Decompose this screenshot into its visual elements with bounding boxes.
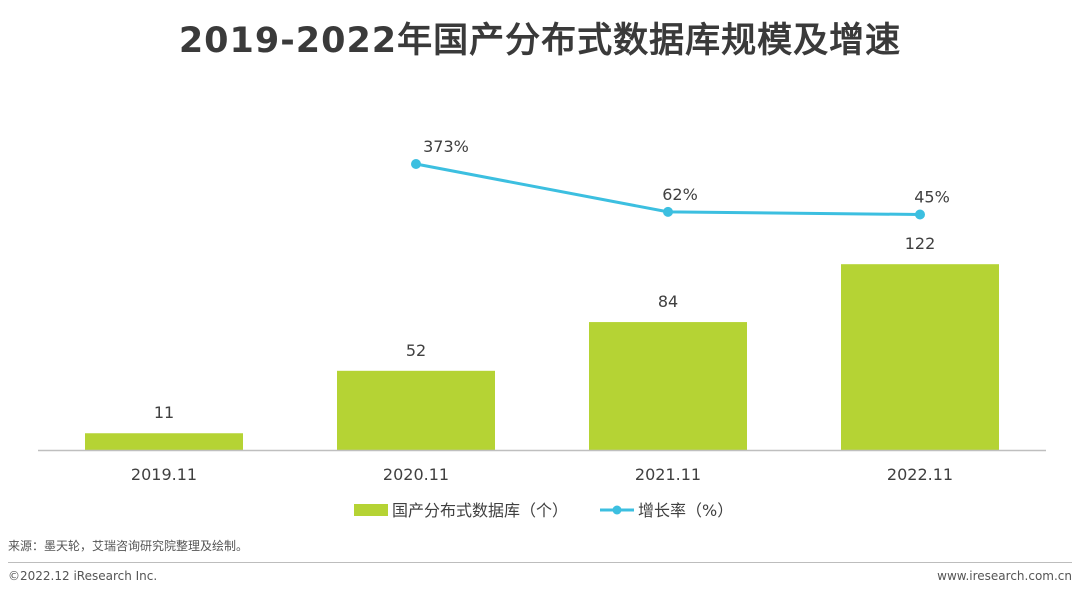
- growth-label-2021.11: 62%: [662, 185, 698, 204]
- x-tick-label-2020.11: 2020.11: [383, 465, 449, 484]
- website-link[interactable]: www.iresearch.com.cn: [937, 569, 1072, 583]
- bar-value-label-2022.11: 122: [905, 234, 936, 253]
- bar-value-label-2019.11: 11: [154, 403, 174, 422]
- chart-title: 2019-2022年国产分布式数据库规模及增速: [178, 21, 902, 61]
- footer-divider: [8, 562, 1072, 563]
- copyright: ©2022.12 iResearch Inc.: [8, 569, 158, 583]
- data-labels-layer: 11 52 84 122 373% 62% 45%: [154, 137, 950, 422]
- x-tick-label-2022.11: 2022.11: [887, 465, 953, 484]
- x-tick-label-2021.11: 2021.11: [635, 465, 701, 484]
- bars-layer: [85, 264, 999, 450]
- growth-line-layer: [411, 159, 925, 220]
- bar-value-label-2020.11: 52: [406, 341, 426, 360]
- x-tick-label-2019.11: 2019.11: [131, 465, 197, 484]
- growth-point-2021.11: [663, 206, 673, 217]
- growth-label-2020.11: 373%: [423, 137, 469, 156]
- bar-2022.11: [841, 264, 999, 450]
- bar-2020.11: [337, 370, 495, 450]
- legend: 国产分布式数据库（个） 增长率（%）: [354, 501, 733, 520]
- source-note: 来源：墨天轮，艾瑞咨询研究院整理及绘制。: [8, 539, 249, 553]
- legend-label-growth: 增长率（%）: [638, 501, 733, 520]
- growth-point-2020.11: [411, 159, 421, 169]
- bar-2019.11: [85, 433, 243, 450]
- bar-2021.11: [589, 322, 747, 450]
- legend-label-database: 国产分布式数据库（个）: [392, 501, 568, 520]
- growth-label-2022.11: 45%: [914, 188, 950, 207]
- growth-point-2022.11: [915, 209, 925, 220]
- x-axis: 2019.11 2020.11 2021.11 2022.11: [38, 449, 1046, 484]
- legend-swatch-database: [354, 504, 388, 516]
- bar-value-label-2021.11: 84: [658, 292, 678, 311]
- legend-swatch-growth-point: [612, 505, 622, 515]
